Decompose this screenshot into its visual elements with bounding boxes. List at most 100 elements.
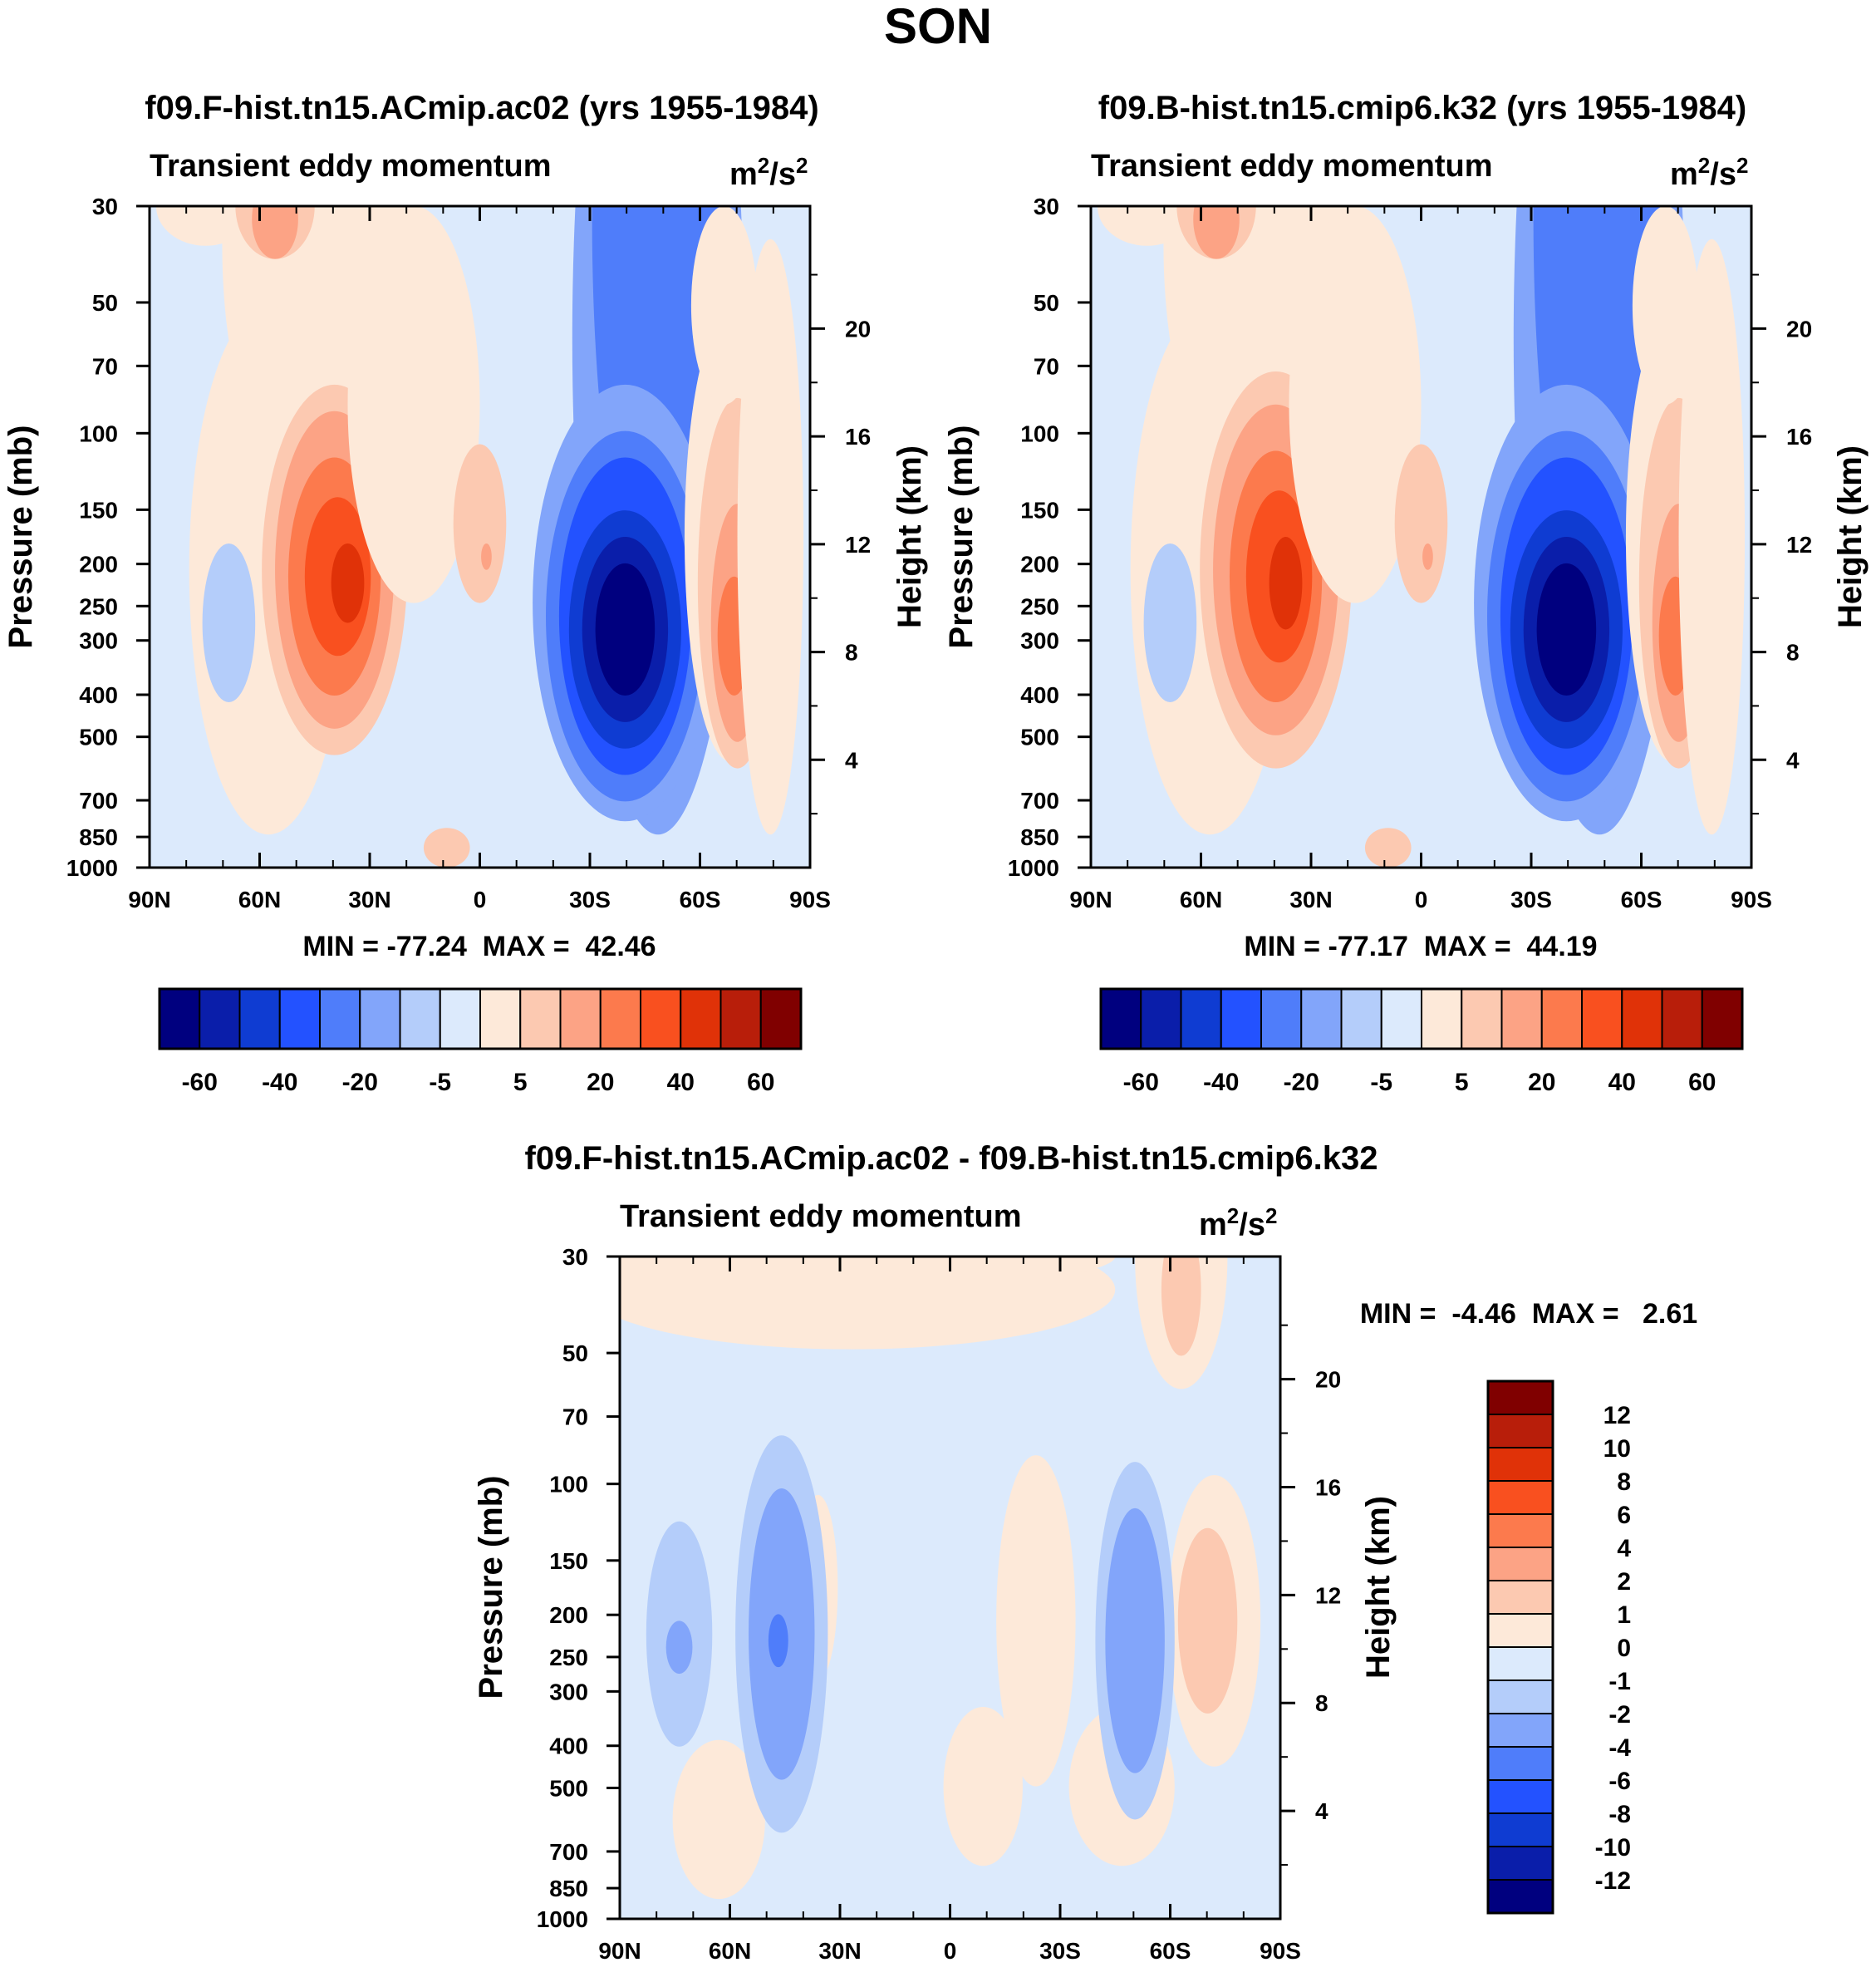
diff-colorbar-box [1487,1746,1554,1781]
diff-colorbar-box [1487,1580,1554,1615]
panel-obs-units: m2/s2 [1670,153,1748,192]
obs-colorbar-box [1461,988,1503,1050]
model-ytick-label: 700 [79,788,118,814]
panel-diff-ylabel-right: Height (km) [1360,1496,1397,1679]
panel-diff-ylabel: Pressure (mb) [473,1476,509,1699]
diff-colorbar-label: 10 [1603,1435,1631,1463]
obs-colorbar-box [1661,988,1703,1050]
diff-colorbar-box [1487,1613,1554,1648]
model-contour-region [453,444,507,603]
obs-colorbar-box [1581,988,1623,1050]
panel-obs-stats: MIN = -77.17 MAX = 44.19 [1244,931,1597,962]
diff-xtick-label: 60S [1150,1938,1191,1964]
diff-colorbar-label: -12 [1595,1867,1631,1895]
diff-ytick-label: 200 [549,1602,588,1628]
obs-contour-region [1422,543,1433,570]
diff-contour-region [1177,1527,1238,1714]
obs-contour-region [1269,537,1303,630]
obs-colorbar-frame [1099,987,1744,1050]
model-ytick-label: 150 [79,497,118,523]
model-colorbar-box [238,988,281,1050]
diff-contour-region [620,1257,1116,1350]
obs-xtick-label: 0 [1415,887,1428,912]
obs-xtick-label: 30N [1289,887,1332,912]
model-ytick-label: 400 [79,682,118,708]
model-xtick-label: 30S [569,887,611,912]
panel-obs-subtitle: Transient eddy momentum [1091,149,1493,184]
panel-diff-units: m2/s2 [1199,1203,1277,1242]
diff-ytick-label: 30 [562,1244,588,1270]
model-colorbar-box [759,988,802,1050]
diff-contour-region [1161,1257,1201,1356]
obs-contour-region [1394,444,1448,603]
panel-model-ylabel-right: Height (km) [891,445,928,628]
obs-contour-region [1193,206,1240,259]
model-colorbar-label: -20 [342,1069,378,1096]
diff-ytick-label: 850 [549,1876,588,1901]
obs-xtick-label: 90S [1731,887,1772,912]
model-contour-region [737,239,804,835]
diff-colorbar-box [1487,1713,1554,1748]
model-contour-region [252,206,298,259]
diff-ytick-right-label: 20 [1315,1367,1341,1393]
diff-xtick-label: 30S [1039,1938,1081,1964]
obs-ytick-label: 700 [1020,788,1059,814]
diff-colorbar-label: 2 [1617,1568,1631,1596]
diff-contour-region [620,1257,1116,1290]
panel-diff-subtitle: Transient eddy momentum [620,1199,1022,1234]
diff-colorbar-frame [1486,1380,1554,1915]
diff-colorbar-label: -2 [1608,1701,1631,1729]
diff-colorbar-label: 1 [1617,1601,1631,1629]
model-contour-region [202,543,256,702]
obs-contour-region [1678,239,1746,835]
diff-colorbar-label: -8 [1608,1801,1631,1828]
diff-colorbar-box [1487,1779,1554,1814]
model-ytick-right-label: 20 [845,316,871,342]
model-ytick-label: 70 [92,353,118,379]
model-contour-region [423,828,470,868]
obs-colorbar-box [1621,988,1663,1050]
diff-ytick-label: 700 [549,1839,588,1865]
diff-contour-region [1105,1507,1165,1773]
model-ytick-label: 50 [92,290,118,316]
model-contour-region [595,563,656,696]
obs-colorbar-box [1100,988,1142,1050]
model-xtick-label: 60N [238,887,281,912]
obs-xtick-label: 60S [1621,887,1662,912]
model-colorbar-box [479,988,522,1050]
obs-xtick-label: 90N [1069,887,1112,912]
obs-ytick-label: 1000 [1008,855,1059,881]
panel-model-axes: 90N 60N 30N 0 30S 60S 90S 30 50 70 100 150 200 250 300… [66,194,871,912]
panel-obs-title: f09.B-hist.tn15.cmip6.k32 (yrs 1955-1984… [1098,90,1746,126]
model-colorbar-label: -60 [182,1069,218,1096]
diff-colorbar-box [1487,1547,1554,1581]
obs-colorbar-box [1421,988,1463,1050]
obs-ytick-label: 150 [1020,497,1059,523]
panel-obs-contours [1097,206,1746,868]
model-contour-region [481,543,492,570]
obs-colorbar-label: -40 [1203,1069,1239,1096]
diff-ytick-right-label: 12 [1315,1582,1341,1608]
model-colorbar-box [519,988,562,1050]
panel-obs-axes: 90N 60N 30N 0 30S 60S 90S 30 50 70 100 150 200 250 300… [1008,194,1812,912]
model-ytick-label: 250 [79,593,118,619]
panel-model-colorbar: -60 -40 -20 -5 5 20 40 60 [158,987,803,1096]
obs-ytick-right-label: 20 [1786,316,1812,342]
diff-ytick-label: 250 [549,1645,588,1670]
diff-colorbar-label: 12 [1603,1402,1631,1429]
diff-xtick-label: 0 [944,1938,957,1964]
obs-colorbar-label: 60 [1688,1069,1716,1096]
obs-xtick-label: 30S [1510,887,1552,912]
panel-model-subtitle: Transient eddy momentum [150,149,552,184]
diff-ytick-label: 300 [549,1679,588,1704]
panel-obs: f09.B-hist.tn15.cmip6.k32 (yrs 1955-1984… [943,90,1869,1096]
obs-ytick-label: 70 [1034,353,1059,379]
obs-contour-region [1364,828,1412,868]
model-contour-region [690,206,758,405]
obs-ytick-right-label: 8 [1786,640,1800,666]
obs-contour-region [1289,206,1422,603]
model-colorbar-box [599,988,641,1050]
obs-colorbar-box [1140,988,1182,1050]
model-colorbar-frame [158,987,803,1050]
